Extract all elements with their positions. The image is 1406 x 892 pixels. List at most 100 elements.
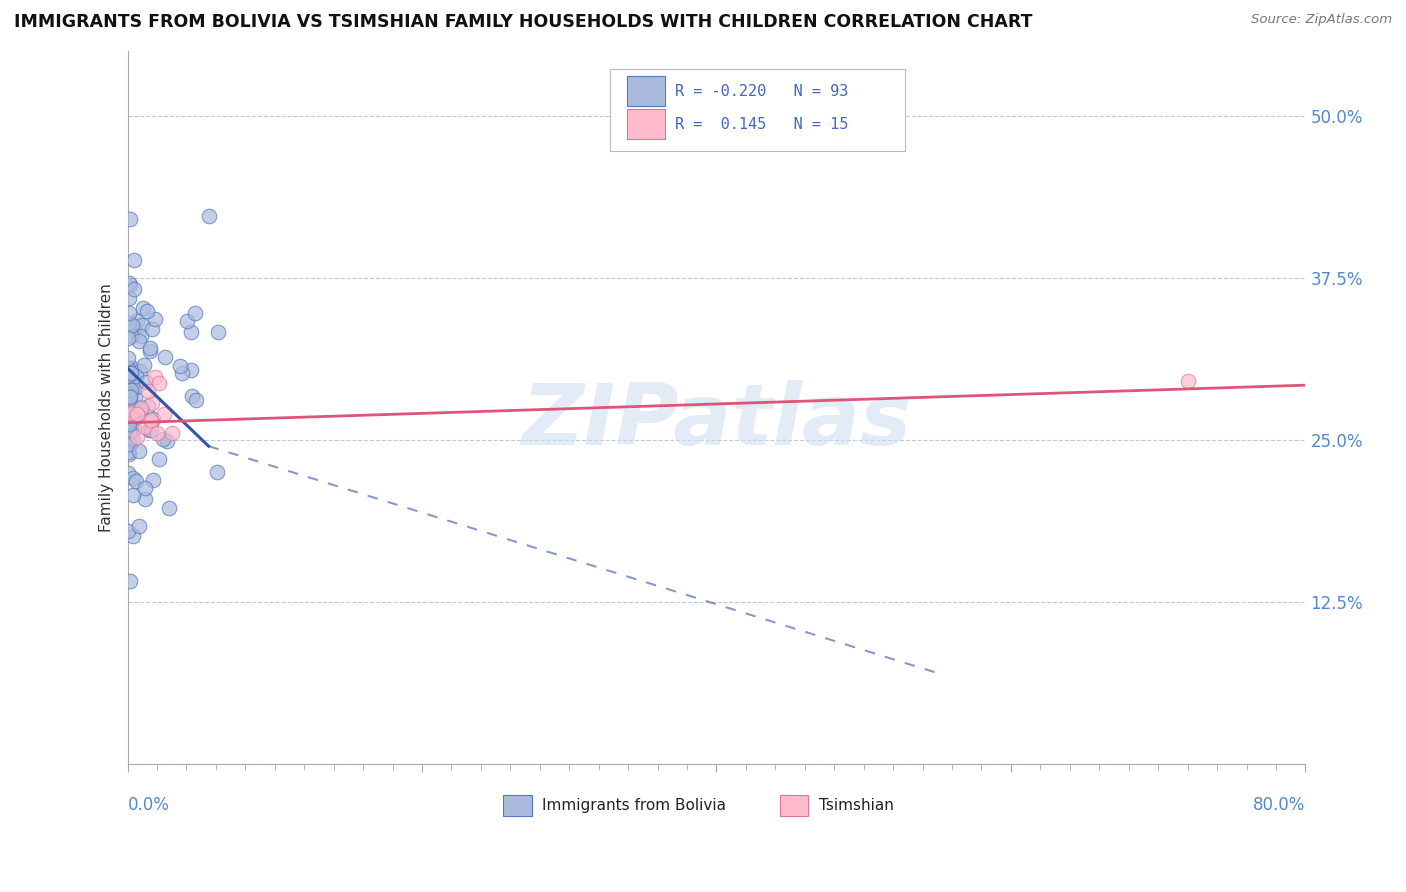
Point [122, 403, 145, 417]
Point [117, 445, 139, 459]
Point [117, 331, 139, 345]
Point [118, 392, 141, 407]
Point [120, 387, 142, 401]
Point [180, 326, 202, 340]
Point [120, 435, 142, 450]
Point [184, 393, 207, 408]
Point [128, 334, 150, 348]
Point [129, 401, 152, 415]
Text: Source: ZipAtlas.com: Source: ZipAtlas.com [1251, 13, 1392, 27]
Point [148, 376, 170, 391]
Point [125, 380, 148, 394]
Point [136, 399, 159, 413]
Text: R =  0.145   N = 15: R = 0.145 N = 15 [675, 117, 849, 132]
Point [118, 424, 141, 438]
Point [138, 423, 160, 437]
Text: IMMIGRANTS FROM BOLIVIA VS TSIMSHIAN FAMILY HOUSEHOLDS WITH CHILDREN CORRELATION: IMMIGRANTS FROM BOLIVIA VS TSIMSHIAN FAM… [14, 13, 1032, 31]
Point [128, 518, 150, 533]
Point [142, 411, 165, 425]
Point [134, 491, 156, 506]
FancyBboxPatch shape [627, 109, 665, 139]
Text: 80.0%: 80.0% [1253, 796, 1305, 814]
Point [117, 361, 139, 376]
Point [118, 390, 141, 404]
Point [125, 474, 148, 488]
Point [139, 341, 162, 355]
Point [122, 488, 145, 502]
Point [117, 363, 139, 377]
Point [197, 209, 219, 223]
Point [118, 409, 141, 424]
Text: 0.0%: 0.0% [128, 796, 170, 814]
Point [120, 389, 142, 403]
Point [118, 366, 141, 380]
Point [180, 363, 202, 377]
Point [120, 277, 142, 292]
Point [160, 426, 183, 441]
Text: Immigrants from Bolivia: Immigrants from Bolivia [543, 798, 725, 814]
Point [141, 415, 163, 429]
Point [134, 359, 156, 373]
Point [143, 370, 166, 384]
Point [205, 465, 228, 479]
Point [141, 322, 163, 336]
Point [121, 410, 143, 425]
Point [117, 415, 139, 429]
Point [124, 421, 146, 435]
Point [176, 314, 198, 328]
Point [125, 401, 148, 415]
Point [118, 211, 141, 226]
Point [118, 316, 141, 330]
Point [152, 432, 174, 446]
Point [120, 574, 142, 588]
Point [121, 318, 143, 333]
Point [138, 384, 160, 398]
Point [1177, 374, 1199, 388]
Point [122, 252, 145, 267]
Point [120, 425, 142, 439]
Point [153, 407, 176, 421]
Point [127, 407, 149, 421]
FancyBboxPatch shape [503, 795, 531, 816]
FancyBboxPatch shape [610, 69, 905, 151]
Point [120, 361, 142, 376]
Point [129, 401, 152, 415]
Text: R = -0.220   N = 93: R = -0.220 N = 93 [675, 84, 849, 99]
Point [136, 303, 159, 318]
Point [131, 318, 153, 332]
Point [153, 350, 176, 364]
Point [146, 426, 169, 441]
Point [138, 343, 160, 358]
Point [121, 381, 143, 395]
Point [118, 306, 141, 320]
Point [157, 501, 180, 516]
Point [120, 366, 142, 380]
Point [134, 481, 156, 495]
Point [156, 434, 179, 449]
Point [117, 351, 139, 365]
Point [122, 470, 145, 484]
Point [125, 430, 148, 444]
Point [148, 452, 170, 467]
Point [124, 368, 146, 383]
Point [124, 390, 146, 404]
Point [142, 473, 165, 487]
Point [122, 404, 145, 418]
Point [118, 381, 141, 395]
Point [128, 444, 150, 458]
Point [124, 282, 146, 296]
Point [128, 364, 150, 378]
Point [128, 409, 150, 423]
Text: Tsimshian: Tsimshian [818, 798, 894, 814]
Point [118, 447, 141, 461]
Point [120, 383, 142, 397]
Point [124, 321, 146, 335]
Text: ZIPatlas: ZIPatlas [522, 380, 911, 463]
Point [122, 434, 145, 448]
Point [141, 423, 163, 437]
Y-axis label: Family Households with Children: Family Households with Children [100, 283, 114, 532]
Point [117, 368, 139, 383]
Point [118, 417, 141, 432]
Point [129, 329, 152, 343]
Point [118, 276, 141, 290]
